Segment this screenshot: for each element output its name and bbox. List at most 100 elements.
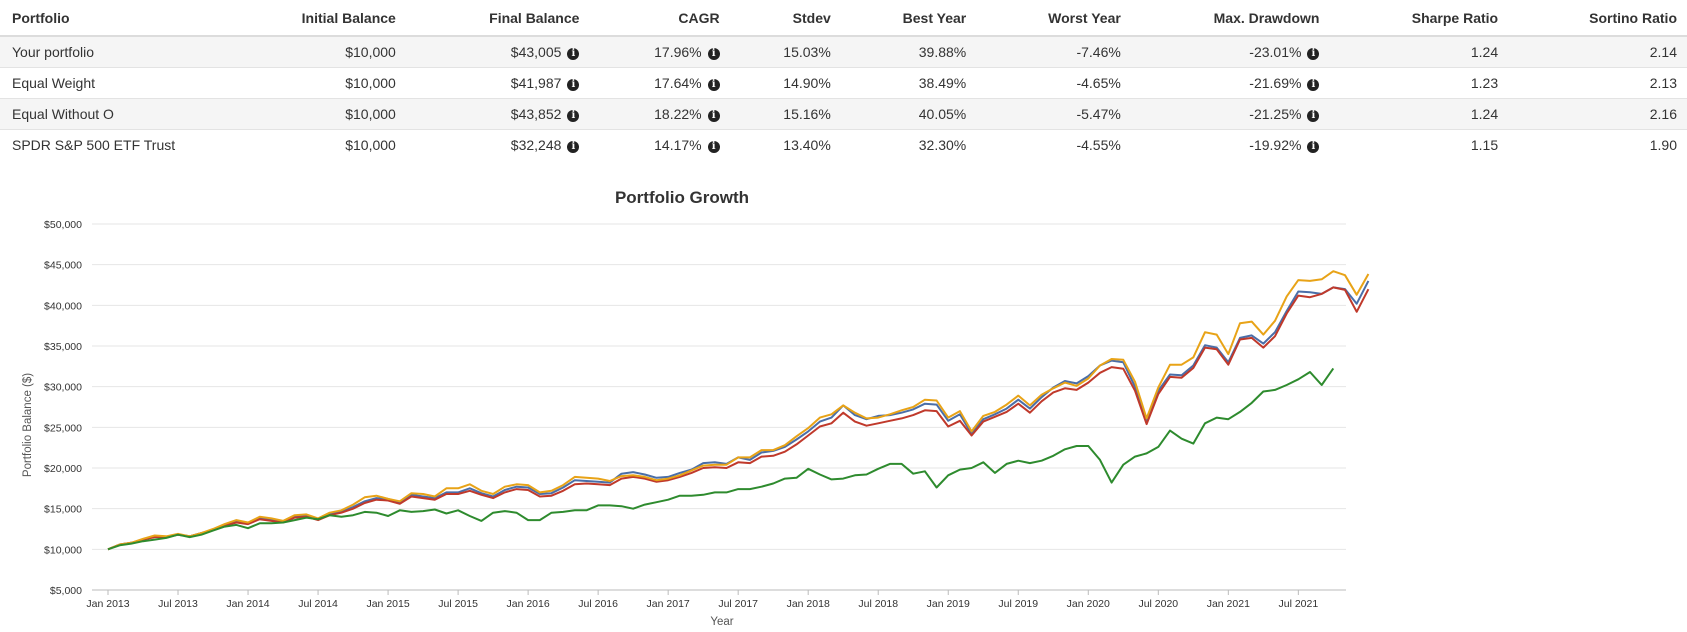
cell-portfolio: Equal Weight xyxy=(0,67,186,99)
cell-cagr: 17.96% i xyxy=(589,35,730,68)
portfolio-growth-chart: Portfolio Growth $5,000 $10,000 $15,000 $20… xyxy=(22,188,1370,628)
cell-worst-year: -7.46% xyxy=(976,35,1131,68)
info-circle-icon[interactable]: i xyxy=(567,79,580,91)
y-axis-label: Portfolio Balance ($) xyxy=(22,373,34,477)
x-tick-label: Jul 2017 xyxy=(718,598,758,610)
y-tick-label: $45,000 xyxy=(44,260,82,272)
cell-value: $32,248 xyxy=(510,137,562,153)
y-tick-label: $50,000 xyxy=(44,219,82,231)
cell-max-drawdown: -21.25% i xyxy=(1130,98,1330,130)
cell-best-year: 39.88% xyxy=(840,35,977,68)
table-header-row: Portfolio Initial Balance Final Balance … xyxy=(0,0,1687,37)
info-circle-icon[interactable]: i xyxy=(1307,48,1320,60)
cell-stdev: 13.40% xyxy=(729,129,841,160)
x-tick-label: Jul 2020 xyxy=(1138,598,1178,610)
x-tick-label: Jan 2014 xyxy=(226,598,269,610)
chart-title: Portfolio Growth xyxy=(615,188,749,207)
x-tick-label: Jan 2015 xyxy=(366,598,409,610)
header-initial-balance[interactable]: Initial Balance xyxy=(185,0,406,37)
x-tick-label: Jan 2020 xyxy=(1067,598,1110,610)
info-circle-icon[interactable]: i xyxy=(1307,141,1320,153)
info-circle-icon[interactable]: i xyxy=(567,48,580,60)
x-tick-label: Jan 2018 xyxy=(787,598,830,610)
cell-initial-balance: $10,000 xyxy=(185,98,406,130)
x-tick-label: Jul 2018 xyxy=(858,598,898,610)
cell-stdev: 15.03% xyxy=(729,35,841,68)
cell-cagr: 14.17% i xyxy=(589,129,730,160)
x-tick-label: Jan 2021 xyxy=(1207,598,1250,610)
cell-worst-year: -5.47% xyxy=(976,98,1131,130)
header-sortino-ratio[interactable]: Sortino Ratio xyxy=(1508,0,1687,37)
cell-stdev: 15.16% xyxy=(729,98,841,130)
summary-table: Portfolio Initial Balance Final Balance … xyxy=(0,0,1687,160)
cell-value: $41,987 xyxy=(510,75,562,91)
cell-value: 14.17% xyxy=(654,137,702,153)
cell-max-drawdown: -23.01% i xyxy=(1130,35,1330,68)
cell-value: 17.64% xyxy=(654,75,702,91)
cell-value: -21.69% xyxy=(1249,75,1302,91)
series-line-4[interactable] xyxy=(107,367,1335,551)
y-tick-label: $5,000 xyxy=(50,585,82,597)
cell-cagr: 18.22% i xyxy=(589,98,730,130)
cell-initial-balance: $10,000 xyxy=(185,129,406,160)
info-circle-icon[interactable]: i xyxy=(707,79,720,91)
cell-sortino-ratio: 2.13 xyxy=(1508,67,1687,99)
cell-sharpe-ratio: 1.24 xyxy=(1329,98,1509,130)
cell-best-year: 38.49% xyxy=(840,67,977,99)
info-circle-icon[interactable]: i xyxy=(567,110,580,122)
header-final-balance[interactable]: Final Balance xyxy=(405,0,590,37)
info-circle-icon[interactable]: i xyxy=(707,141,720,153)
cell-max-drawdown: -19.92% i xyxy=(1130,129,1330,160)
x-tick-label: Jan 2016 xyxy=(507,598,550,610)
y-tick-label: $35,000 xyxy=(44,341,82,353)
info-circle-icon[interactable]: i xyxy=(707,48,720,60)
x-tick-label: Jul 2013 xyxy=(158,598,198,610)
x-tick-label: Jan 2013 xyxy=(86,598,129,610)
cell-final-balance: $32,248 i xyxy=(405,129,590,160)
cell-sortino-ratio: 1.90 xyxy=(1508,129,1687,160)
cell-worst-year: -4.65% xyxy=(976,67,1131,99)
cell-value: -19.92% xyxy=(1249,137,1302,153)
header-portfolio[interactable]: Portfolio xyxy=(0,0,186,37)
cell-best-year: 40.05% xyxy=(840,98,977,130)
header-best-year[interactable]: Best Year xyxy=(840,0,977,37)
info-circle-icon[interactable]: i xyxy=(567,141,580,153)
table-row: Your portfolio $10,000 $43,005 i 17.96% i … xyxy=(0,35,1687,68)
y-tick-label: $20,000 xyxy=(44,463,82,475)
info-circle-icon[interactable]: i xyxy=(1307,110,1320,122)
header-sharpe-ratio[interactable]: Sharpe Ratio xyxy=(1329,0,1509,37)
cell-value: $43,852 xyxy=(510,106,562,122)
series-line-2[interactable] xyxy=(107,286,1370,551)
x-tick-label: Jan 2017 xyxy=(647,598,690,610)
cell-final-balance: $43,005 i xyxy=(405,35,590,68)
cell-value: -23.01% xyxy=(1249,44,1302,60)
cell-portfolio: SPDR S&P 500 ETF Trust xyxy=(0,129,186,160)
table-row: Equal Weight $10,000 $41,987 i 17.64% i 14… xyxy=(0,67,1687,99)
cell-portfolio: Your portfolio xyxy=(0,35,186,68)
cell-initial-balance: $10,000 xyxy=(185,67,406,99)
cell-final-balance: $43,852 i xyxy=(405,98,590,130)
y-tick-label: $40,000 xyxy=(44,300,82,312)
x-axis-ticks: Jan 2013 Jul 2013 Jan 2014 Jul 2014 Jan 2015… xyxy=(86,590,1318,610)
header-stdev[interactable]: Stdev xyxy=(729,0,841,37)
header-worst-year[interactable]: Worst Year xyxy=(976,0,1131,37)
y-tick-label: $15,000 xyxy=(44,504,82,516)
header-max-drawdown[interactable]: Max. Drawdown xyxy=(1130,0,1330,37)
x-tick-label: Jan 2019 xyxy=(927,598,970,610)
x-tick-label: Jul 2015 xyxy=(438,598,478,610)
table-row: Equal Without O $10,000 $43,852 i 18.22% i… xyxy=(0,98,1687,130)
cell-sharpe-ratio: 1.24 xyxy=(1329,35,1509,68)
cell-worst-year: -4.55% xyxy=(976,129,1131,160)
y-tick-label: $25,000 xyxy=(44,422,82,434)
x-axis-label: Year xyxy=(710,616,733,628)
info-circle-icon[interactable]: i xyxy=(1307,79,1320,91)
header-cagr[interactable]: CAGR xyxy=(589,0,730,37)
cell-cagr: 17.64% i xyxy=(589,67,730,99)
gridlines xyxy=(92,223,1346,591)
cell-value: $43,005 xyxy=(510,44,562,60)
info-circle-icon[interactable]: i xyxy=(707,110,720,122)
cell-stdev: 14.90% xyxy=(729,67,841,99)
cell-initial-balance: $10,000 xyxy=(185,35,406,68)
series-line-3[interactable] xyxy=(107,270,1370,551)
cell-value: 18.22% xyxy=(654,106,702,122)
